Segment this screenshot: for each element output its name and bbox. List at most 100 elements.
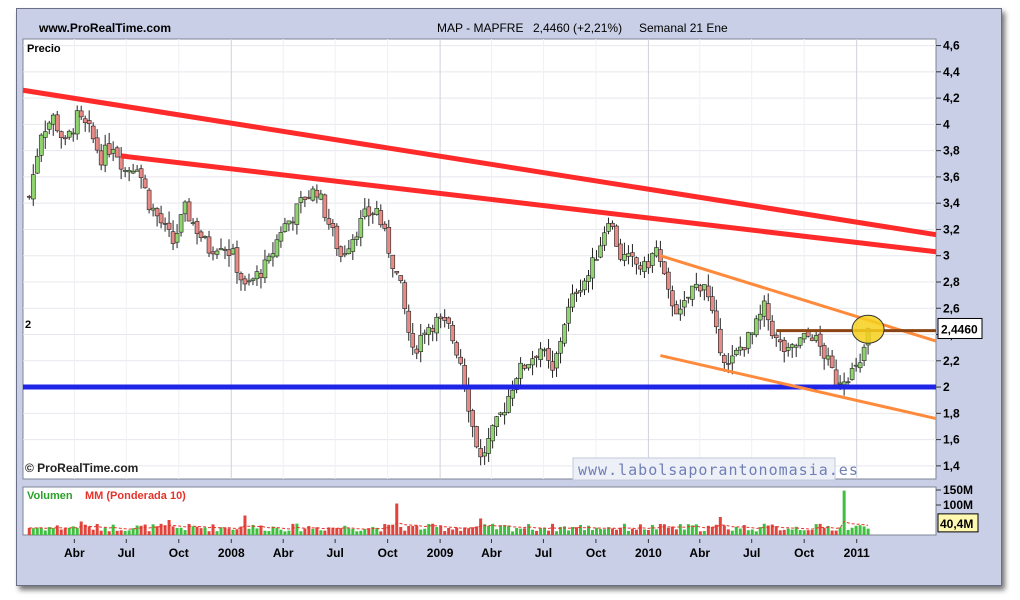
volume-bar	[355, 531, 359, 535]
volume-bar	[331, 527, 335, 535]
volume-bar	[295, 523, 299, 535]
candle-body	[753, 318, 759, 336]
volume-bar	[203, 527, 207, 535]
candle-body	[554, 353, 559, 369]
candle-body	[502, 412, 507, 416]
chart-frame: www.ProRealTime.com MAP - MAPFRE 2,4460 …	[16, 8, 1002, 586]
candle-body	[378, 210, 384, 226]
candle-body	[837, 382, 843, 385]
volume-bar	[223, 527, 227, 535]
volume-bar	[646, 529, 650, 535]
candle-body	[662, 261, 667, 275]
y-tick-label: 1,4	[943, 459, 960, 473]
volume-bar	[794, 526, 798, 535]
volume-bar	[666, 527, 670, 535]
candle-body	[646, 261, 651, 269]
x-tick-label: Oct	[169, 546, 189, 560]
candle-body	[773, 334, 779, 339]
volume-bar	[614, 529, 618, 535]
candle-body	[506, 395, 511, 413]
volume-bar	[279, 529, 283, 535]
volume-bar	[379, 531, 383, 535]
candle-body	[374, 208, 380, 215]
candle-body	[410, 333, 416, 348]
volume-bar	[155, 526, 159, 535]
volume-bar	[459, 530, 463, 535]
candle-body	[306, 196, 312, 199]
candle-body	[174, 233, 180, 243]
volume-bar	[383, 524, 387, 535]
y-tick-label: 1,6	[943, 433, 960, 447]
candle-body	[522, 364, 527, 369]
y-tick-label: 3,4	[943, 196, 960, 210]
candle-body	[634, 257, 639, 265]
volume-bar	[447, 527, 451, 535]
last-price-box	[937, 317, 983, 339]
candle-body	[801, 333, 807, 340]
volume-bar	[267, 531, 271, 535]
candle-body	[78, 110, 84, 118]
volume-bar	[586, 525, 590, 535]
candle-body	[290, 221, 296, 224]
volume-bar	[702, 531, 706, 535]
volume-bar	[842, 490, 846, 535]
candle-body	[302, 196, 308, 200]
volume-bar	[838, 527, 842, 535]
candle-body	[518, 362, 523, 379]
volume-bar	[435, 527, 439, 535]
candle-body	[362, 208, 368, 218]
candle-body	[626, 253, 631, 257]
volume-bar	[515, 528, 519, 535]
volume-bar	[251, 524, 255, 535]
volume-bar	[363, 529, 367, 535]
volume-bar	[139, 525, 143, 535]
volume-bar	[826, 525, 830, 535]
volume-bar	[606, 527, 610, 535]
volume-bar	[674, 529, 678, 535]
volume-bar	[95, 523, 99, 535]
y-tick-label: 3,8	[943, 144, 960, 158]
volume-bar	[367, 528, 371, 535]
volume-bar	[682, 529, 686, 535]
volume-bar	[638, 524, 642, 535]
volume-bar	[746, 530, 750, 535]
candle-body	[38, 134, 44, 156]
volume-bar	[678, 524, 682, 535]
volume-bar	[758, 527, 762, 535]
volume-bar	[710, 526, 714, 535]
volume-bar	[439, 525, 443, 535]
volume-bar	[243, 515, 247, 535]
volume-bar	[215, 531, 219, 535]
candle-body	[765, 303, 771, 321]
volume-bar	[351, 528, 355, 535]
candle-body	[110, 149, 116, 154]
volume-bar	[527, 524, 531, 535]
watermark-text[interactable]: www.labolsaporantonomasia.es	[578, 461, 859, 479]
volume-bar	[814, 524, 818, 535]
candle-body	[178, 214, 184, 233]
volume-bar	[103, 527, 107, 535]
volume-bar	[555, 531, 559, 535]
candle-body	[130, 170, 136, 174]
candle-body	[853, 364, 859, 367]
candle-body	[813, 335, 819, 341]
volume-bar	[323, 530, 327, 535]
volume-bar	[766, 525, 770, 535]
site-name[interactable]: www.ProRealTime.com	[39, 21, 172, 35]
volume-bar	[539, 528, 543, 535]
candle-body	[202, 236, 208, 238]
price-chart[interactable]: 4,64,44,243,83,63,43,232,82,62,42,221,81…	[22, 38, 999, 485]
volume-bar	[315, 527, 319, 535]
candle-body	[170, 231, 176, 244]
candle-body	[566, 306, 571, 324]
volume-bar	[455, 527, 459, 535]
candle-body	[630, 252, 635, 257]
x-tick-label: Oct	[378, 546, 398, 560]
candle-body	[330, 223, 336, 228]
y-tick-label: 2,2	[943, 354, 960, 368]
candle-body	[817, 333, 823, 347]
candle-body	[138, 168, 144, 178]
x-tick-label: 2011	[844, 546, 870, 560]
volume-bar	[499, 525, 503, 535]
